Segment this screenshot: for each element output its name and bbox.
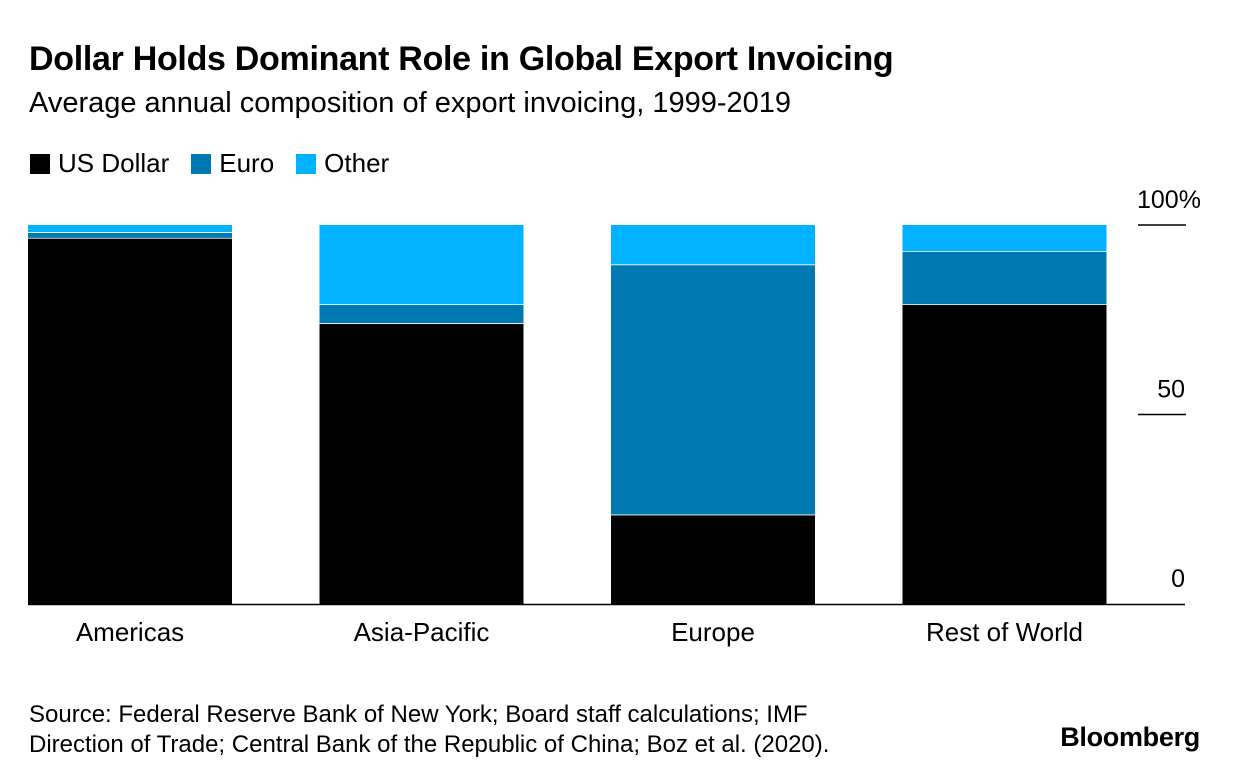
legend-label-euro: Euro bbox=[219, 148, 275, 178]
bar-europe-us-dollar bbox=[611, 514, 815, 604]
bar-rest-of-world-other bbox=[902, 225, 1107, 252]
bar-americas-other bbox=[28, 225, 232, 233]
legend-item-other: Other bbox=[296, 148, 389, 179]
bar-americas-euro bbox=[28, 232, 232, 239]
bloomberg-logo: Bloomberg bbox=[1060, 722, 1200, 752]
bar-europe-other bbox=[611, 225, 815, 265]
legend-swatch-euro bbox=[191, 153, 212, 174]
legend-label-other: Other bbox=[324, 148, 390, 178]
bar-asia-pacific-euro bbox=[319, 304, 524, 324]
bar-rest-of-world-us-dollar bbox=[902, 304, 1107, 604]
y-tick-label-0: 0 bbox=[1171, 565, 1185, 593]
x-tick-label-americas: Americas bbox=[76, 617, 184, 647]
x-tick-label-europe: Europe bbox=[671, 617, 755, 647]
source-note: Source: Federal Reserve Bank of New York… bbox=[29, 700, 1029, 760]
bar-rest-of-world-euro bbox=[902, 251, 1107, 305]
legend-swatch-us-dollar bbox=[30, 153, 50, 174]
bar-asia-pacific-other bbox=[319, 225, 524, 305]
stacked-bar-chart: Americas Asia-Pacific Europe Rest of World 0… bbox=[28, 186, 1201, 647]
bar-asia-pacific-us-dollar bbox=[319, 323, 524, 604]
x-tick-label-asia-pacific: Asia-Pacific bbox=[354, 617, 490, 647]
legend-item-us-dollar: US Dollar bbox=[30, 148, 169, 179]
bar-americas-us-dollar bbox=[28, 238, 232, 604]
legend-label-us-dollar: US Dollar bbox=[58, 148, 170, 178]
legend: US Dollar Euro Other bbox=[30, 148, 411, 179]
chart-subtitle: Average annual composition of export inv… bbox=[29, 87, 792, 119]
source-line-1: Source: Federal Reserve Bank of New York… bbox=[29, 701, 808, 728]
bar-europe-euro bbox=[611, 264, 815, 515]
y-tick-label-100: 100% bbox=[1137, 186, 1201, 214]
x-tick-label-rest-of-world: Rest of World bbox=[926, 617, 1083, 647]
y-tick-label-50: 50 bbox=[1157, 376, 1185, 404]
legend-item-euro: Euro bbox=[191, 148, 274, 179]
legend-swatch-other bbox=[296, 153, 317, 174]
chart-title: Dollar Holds Dominant Role in Global Exp… bbox=[29, 40, 894, 78]
source-line-2: Direction of Trade; Central Bank of the … bbox=[29, 731, 830, 758]
